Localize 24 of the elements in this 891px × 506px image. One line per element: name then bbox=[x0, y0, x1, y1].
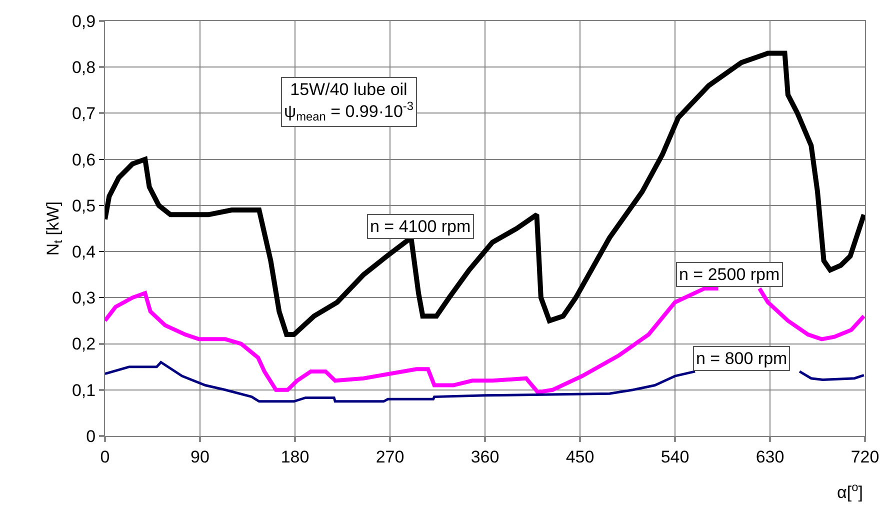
x-tick-label: 720 bbox=[850, 447, 880, 466]
x-tick-label: 90 bbox=[190, 447, 210, 466]
x-tick-label: 180 bbox=[280, 447, 310, 466]
y-tick-label: 0,3 bbox=[72, 288, 96, 308]
y-tick-label: 0,8 bbox=[72, 58, 96, 78]
y-tick-label: 0,6 bbox=[72, 150, 96, 170]
y-tick-label: 0,9 bbox=[72, 12, 96, 31]
x-tick-label: 270 bbox=[376, 447, 404, 466]
x-tick-label: 450 bbox=[566, 447, 594, 466]
y-tick-label: 0,5 bbox=[72, 196, 96, 216]
y-tick-label: 0,1 bbox=[72, 380, 96, 400]
y-tick-label: 0,2 bbox=[72, 334, 96, 354]
x-axis-title: α[$^{o}$] bbox=[837, 480, 863, 502]
series-label: n = 800 rpm bbox=[696, 349, 788, 368]
annotation: 15W/40 lube oil ψ$_{mean}$ = 0.99·10$^{-3}$ bbox=[284, 80, 414, 124]
series-label: n = 4100 rpm bbox=[370, 217, 471, 236]
series-label: n = 2500 rpm bbox=[679, 265, 780, 284]
x-tick-label: 540 bbox=[660, 447, 690, 466]
x-tick-label: 630 bbox=[756, 447, 784, 466]
y-tick-label: 0,4 bbox=[72, 242, 96, 262]
x-tick-label: 0 bbox=[100, 447, 110, 466]
y-tick-label: 0 bbox=[86, 426, 96, 446]
x-tick-label: 360 bbox=[470, 447, 500, 466]
y-tick-label: 0,7 bbox=[72, 104, 96, 124]
